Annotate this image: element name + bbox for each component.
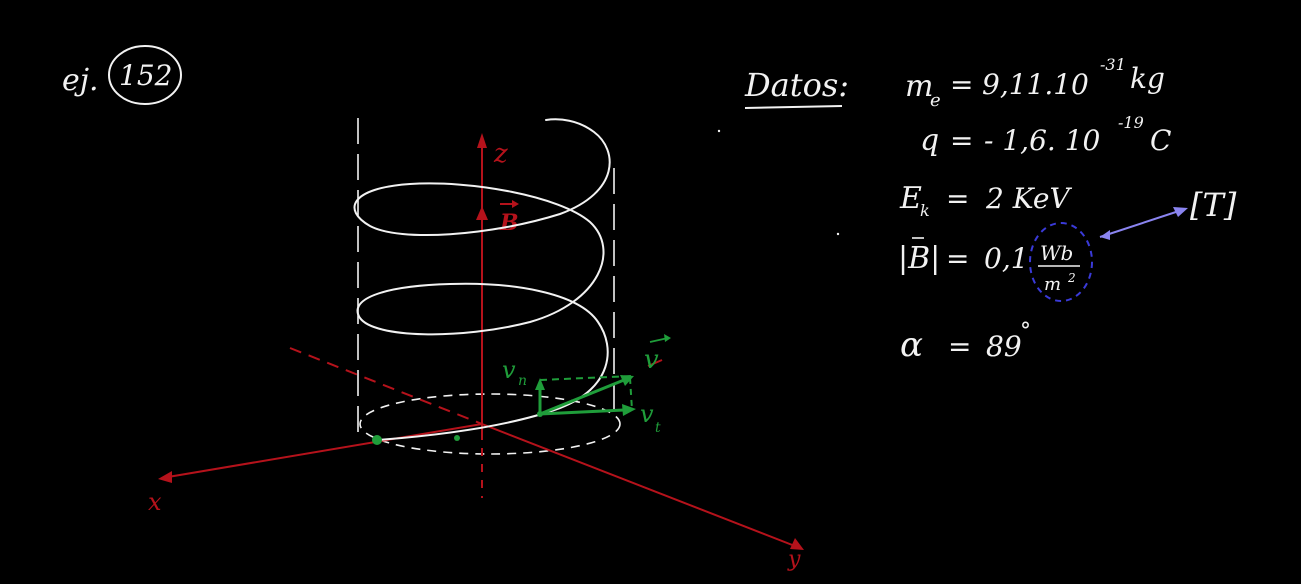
energy-line: E k = 2 KeV bbox=[899, 181, 1072, 220]
exercise-number: 152 bbox=[119, 59, 172, 92]
energy-subscript: k bbox=[920, 201, 930, 220]
charge-unit: C bbox=[1150, 124, 1171, 157]
unit-conversion: [T] bbox=[1099, 186, 1237, 240]
b-field-arrowhead bbox=[476, 206, 488, 220]
charge-symbol: q bbox=[920, 123, 939, 158]
field-value: 0,1 bbox=[984, 242, 1029, 275]
z-axis-label: z bbox=[493, 139, 508, 169]
vt-vector-arrowhead bbox=[622, 404, 636, 416]
vn-label: v bbox=[502, 356, 516, 384]
energy-value: 2 KeV bbox=[985, 182, 1072, 215]
y-axis-front-line bbox=[481, 423, 801, 549]
exercise-number-circle bbox=[108, 45, 182, 105]
vt-label-subscript: t bbox=[655, 420, 661, 436]
angle-line: α = 89 ° bbox=[900, 319, 1031, 365]
velocity-projection-right bbox=[629, 377, 633, 411]
data-panel: Datos: m e = 9,11.10 -31 kg q = - 1,6. 1… bbox=[744, 55, 1237, 365]
y-axis-label: y bbox=[787, 547, 801, 572]
charge-value: - 1,6. 10 bbox=[984, 124, 1100, 157]
data-heading-underline bbox=[744, 105, 843, 109]
v-vector-arrowhead bbox=[620, 375, 634, 386]
b-field-label: B bbox=[499, 210, 519, 236]
conversion-arrow-line bbox=[1099, 209, 1183, 238]
angle-unit: ° bbox=[1020, 319, 1031, 344]
field-unit-numerator: Wb bbox=[1040, 241, 1073, 265]
y-axis-arrowhead bbox=[790, 538, 804, 550]
conversion-arrowhead bbox=[1173, 207, 1188, 217]
field-line: |B| = 0,1 Wb m 2 bbox=[898, 222, 1093, 302]
x-axis-label: x bbox=[148, 488, 162, 516]
conversion-unit-label: [T] bbox=[1190, 186, 1237, 224]
charge-line: q = - 1,6. 10 -19 C bbox=[920, 113, 1171, 158]
exercise-label: ej. 152 bbox=[62, 45, 182, 105]
mass-line: m e = 9,11.10 -31 kg bbox=[905, 55, 1165, 111]
vn-vector-arrowhead bbox=[535, 378, 545, 390]
exercise-prefix: ej. bbox=[62, 63, 99, 98]
unit-highlight-circle bbox=[1029, 222, 1093, 302]
field-lhs: |B| bbox=[898, 241, 940, 276]
mass-equals: = bbox=[950, 68, 973, 101]
mass-unit: kg bbox=[1130, 62, 1165, 95]
helix-trajectory bbox=[353, 118, 611, 441]
charge-equals: = bbox=[950, 124, 973, 157]
vt-vector-line bbox=[539, 408, 625, 416]
cylinder-guides bbox=[357, 118, 621, 455]
field-unit-denominator: m bbox=[1044, 274, 1061, 295]
y-axis-back-line bbox=[289, 347, 483, 425]
x-axis-line bbox=[161, 423, 483, 479]
v-label-vector-tip bbox=[664, 334, 671, 342]
particle-vector-origin bbox=[537, 411, 543, 417]
angle-equals: = bbox=[948, 330, 971, 363]
v-label: v bbox=[644, 345, 659, 375]
conversion-arrow-tail bbox=[1100, 230, 1110, 240]
v-vector-line bbox=[539, 378, 625, 416]
particle-mid-dot bbox=[454, 435, 460, 441]
field-unit-den-exponent: 2 bbox=[1067, 271, 1076, 285]
x-axis-arrowhead bbox=[158, 471, 172, 483]
b-field-vector-tip bbox=[512, 200, 519, 208]
vt-label: v bbox=[640, 400, 654, 428]
coordinate-axes: z x y B bbox=[148, 133, 804, 572]
chalk-dot bbox=[836, 232, 840, 236]
mass-value: 9,11.10 bbox=[982, 68, 1089, 101]
angle-symbol: α bbox=[900, 325, 923, 365]
angle-value: 89 bbox=[986, 330, 1022, 363]
data-heading: Datos: bbox=[744, 66, 849, 104]
mass-exponent: -31 bbox=[1100, 55, 1126, 74]
energy-equals: = bbox=[946, 182, 969, 215]
field-equals: = bbox=[946, 242, 969, 275]
velocity-vectors: v v n v t bbox=[372, 334, 671, 445]
charge-exponent: -19 bbox=[1118, 113, 1144, 132]
axis-tick-mark bbox=[647, 359, 663, 367]
energy-symbol: E bbox=[899, 181, 922, 216]
velocity-projection-top bbox=[539, 375, 633, 381]
chalk-dot bbox=[717, 129, 721, 133]
z-axis-arrowhead bbox=[477, 133, 487, 148]
mass-subscript: e bbox=[930, 90, 941, 111]
particle-start-dot bbox=[372, 435, 382, 445]
cylinder-base-circle bbox=[359, 393, 621, 455]
mass-symbol: m bbox=[905, 69, 933, 104]
vn-label-subscript: n bbox=[518, 373, 527, 389]
